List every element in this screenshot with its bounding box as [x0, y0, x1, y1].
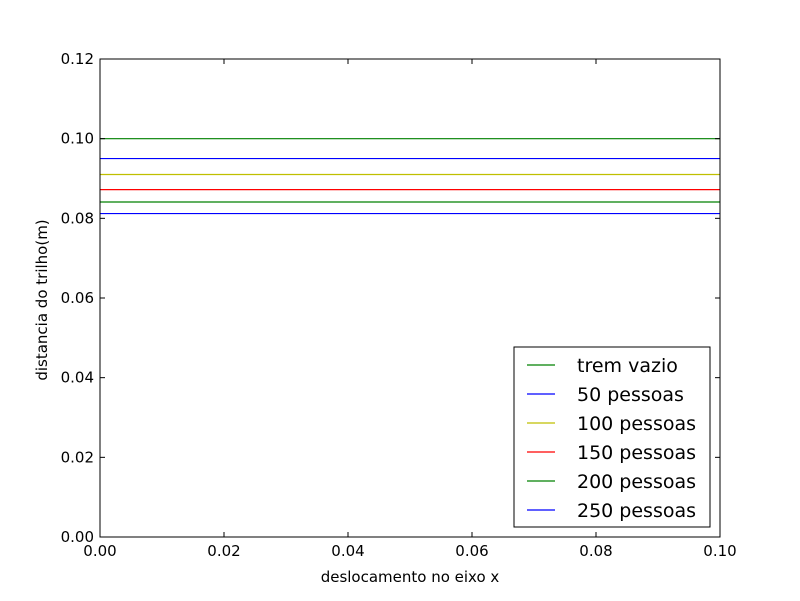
x-tick-label: 0.02 — [207, 542, 240, 560]
x-axis-label: deslocamento no eixo x — [321, 568, 500, 586]
y-tick-label: 0.10 — [61, 130, 94, 148]
axis-tick-labels: 0.00 0.02 0.04 0.06 0.08 0.10 0.00 0.02 0.04 0.06… — [61, 50, 737, 560]
x-tick-label: 0.08 — [579, 542, 612, 560]
legend-label: 50 pessoas — [577, 384, 684, 406]
y-tick-label: 0.02 — [61, 448, 94, 466]
legend-label: 200 pessoas — [577, 471, 696, 493]
axis-ticks — [99, 58, 721, 538]
x-tick-label: 0.06 — [455, 542, 488, 560]
legend-label: trem vazio — [577, 355, 678, 377]
x-tick-label: 0.10 — [703, 542, 736, 560]
x-tick-label: 0.00 — [83, 542, 116, 560]
y-tick-label: 0.08 — [61, 209, 94, 227]
legend-label: 250 pessoas — [577, 500, 696, 522]
y-tick-label: 0.06 — [61, 289, 94, 307]
legend-box — [513, 346, 711, 528]
y-tick-label: 0.04 — [61, 369, 94, 387]
y-axis-label: distancia do trilho(m) — [33, 219, 51, 380]
legend-label: 100 pessoas — [577, 413, 696, 435]
legend: trem vazio 50 pessoas 100 pessoas 150 pesso… — [513, 346, 711, 528]
y-tick-label: 0.00 — [61, 528, 94, 546]
legend-label: 150 pessoas — [577, 442, 696, 464]
y-tick-label: 0.12 — [61, 50, 94, 68]
series-lines — [100, 138, 720, 215]
x-tick-label: 0.04 — [331, 542, 364, 560]
